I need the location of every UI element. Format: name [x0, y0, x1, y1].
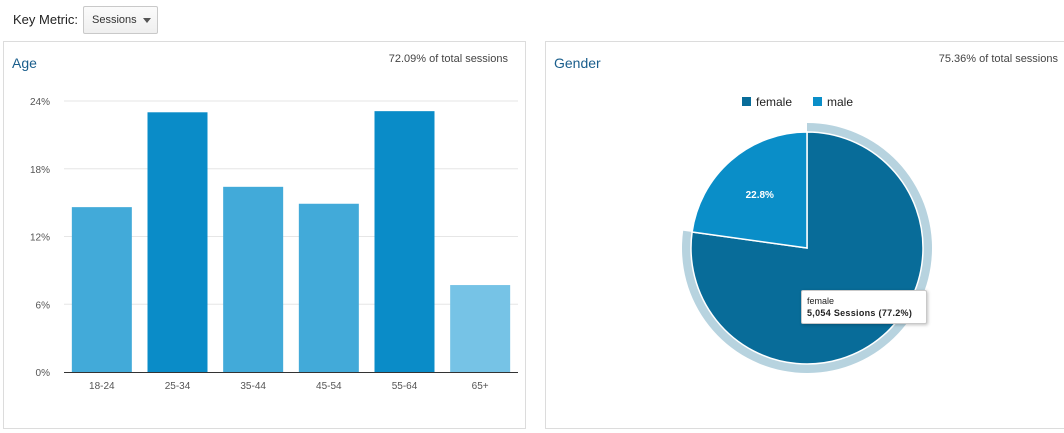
key-metric-selected-value: Sessions: [92, 14, 137, 26]
gender-panel: Gender 75.36% of total sessions female ma…: [545, 41, 1064, 429]
bar-55-64: [374, 111, 435, 372]
y-tick-label: 12%: [30, 233, 50, 244]
y-tick-label: 18%: [30, 165, 50, 176]
pie-slice-male: [691, 131, 808, 249]
age-panel-percent-of-total: 72.09% of total sessions: [388, 53, 508, 65]
x-tick-label: 25-34: [165, 381, 191, 392]
age-panel-title: Age: [12, 55, 37, 71]
bar-45-54: [298, 203, 359, 372]
gender-panel-percent-of-total: 75.36% of total sessions: [938, 53, 1058, 65]
legend-label-male: male: [827, 95, 853, 109]
y-tick-label: 0%: [36, 368, 51, 379]
y-tick-label: 24%: [30, 97, 50, 108]
bar-65+: [450, 285, 511, 372]
bar-18-24: [71, 207, 132, 372]
x-tick-label: 45-54: [316, 381, 342, 392]
tooltip-value: 5,054 Sessions (77.2%): [807, 308, 913, 318]
pie-slice-label-male: 22.8%: [746, 190, 774, 201]
x-tick-label: 35-44: [240, 381, 266, 392]
x-tick-label: 55-64: [392, 381, 418, 392]
caret-down-icon: [143, 18, 151, 23]
pie-tooltip: female 5,054 Sessions (77.2%): [801, 290, 927, 324]
key-metric-label: Key Metric:: [13, 12, 79, 27]
age-panel: Age 72.09% of total sessions 0% 6% 12% 18% 2…: [3, 41, 526, 429]
tooltip-label: female: [807, 296, 835, 306]
age-bar-chart: 0% 6% 12% 18% 24% 18-24 25-34 35-44 45-54 55-64 65…: [30, 97, 518, 392]
key-metric-dropdown[interactable]: Sessions: [83, 6, 158, 34]
gender-panel-title: Gender: [554, 55, 601, 71]
key-metric-bar: Key Metric: Sessions: [0, 0, 1064, 40]
gender-pie-chart: female male 22.8%: [682, 95, 932, 374]
y-tick-label: 6%: [36, 300, 51, 311]
legend-swatch-female: [742, 97, 751, 106]
x-tick-label: 18-24: [89, 381, 115, 392]
legend-label-female: female: [756, 95, 792, 109]
x-tick-label: 65+: [472, 381, 489, 392]
bar-25-34: [147, 112, 208, 373]
legend-swatch-male: [813, 97, 822, 106]
bar-35-44: [223, 186, 284, 372]
